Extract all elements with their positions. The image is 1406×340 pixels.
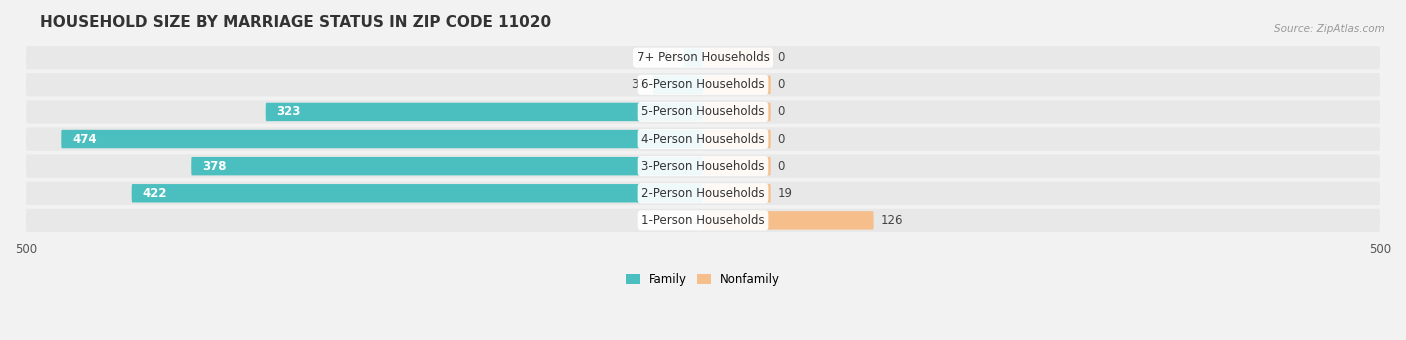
- FancyBboxPatch shape: [703, 130, 770, 148]
- FancyBboxPatch shape: [266, 103, 703, 121]
- Text: Source: ZipAtlas.com: Source: ZipAtlas.com: [1274, 24, 1385, 34]
- Text: 7+ Person Households: 7+ Person Households: [637, 51, 769, 64]
- Text: 2-Person Households: 2-Person Households: [641, 187, 765, 200]
- FancyBboxPatch shape: [62, 130, 703, 148]
- FancyBboxPatch shape: [191, 157, 703, 175]
- FancyBboxPatch shape: [27, 46, 1379, 69]
- Text: HOUSEHOLD SIZE BY MARRIAGE STATUS IN ZIP CODE 11020: HOUSEHOLD SIZE BY MARRIAGE STATUS IN ZIP…: [39, 15, 551, 30]
- FancyBboxPatch shape: [27, 100, 1379, 123]
- FancyBboxPatch shape: [27, 154, 1379, 178]
- FancyBboxPatch shape: [685, 49, 703, 67]
- FancyBboxPatch shape: [27, 209, 1379, 232]
- Text: 3-Person Households: 3-Person Households: [641, 160, 765, 173]
- Text: 14: 14: [662, 51, 678, 64]
- Text: 378: 378: [202, 160, 226, 173]
- FancyBboxPatch shape: [652, 75, 703, 94]
- Text: 1-Person Households: 1-Person Households: [641, 214, 765, 227]
- Text: 5-Person Households: 5-Person Households: [641, 105, 765, 118]
- FancyBboxPatch shape: [703, 157, 770, 175]
- Text: 6-Person Households: 6-Person Households: [641, 78, 765, 91]
- Text: 19: 19: [778, 187, 793, 200]
- Text: 126: 126: [880, 214, 903, 227]
- FancyBboxPatch shape: [703, 103, 770, 121]
- Legend: Family, Nonfamily: Family, Nonfamily: [626, 273, 780, 286]
- Text: 0: 0: [778, 160, 785, 173]
- FancyBboxPatch shape: [703, 211, 873, 230]
- FancyBboxPatch shape: [132, 184, 703, 203]
- Text: 0: 0: [778, 133, 785, 146]
- FancyBboxPatch shape: [703, 184, 770, 203]
- Text: 0: 0: [778, 78, 785, 91]
- Text: 4-Person Households: 4-Person Households: [641, 133, 765, 146]
- Text: 422: 422: [142, 187, 167, 200]
- FancyBboxPatch shape: [27, 73, 1379, 97]
- FancyBboxPatch shape: [703, 49, 770, 67]
- Text: 37: 37: [631, 78, 647, 91]
- FancyBboxPatch shape: [27, 182, 1379, 205]
- FancyBboxPatch shape: [27, 128, 1379, 151]
- FancyBboxPatch shape: [703, 75, 770, 94]
- Text: 0: 0: [778, 105, 785, 118]
- Text: 474: 474: [72, 133, 97, 146]
- Text: 0: 0: [778, 51, 785, 64]
- Text: 323: 323: [277, 105, 301, 118]
